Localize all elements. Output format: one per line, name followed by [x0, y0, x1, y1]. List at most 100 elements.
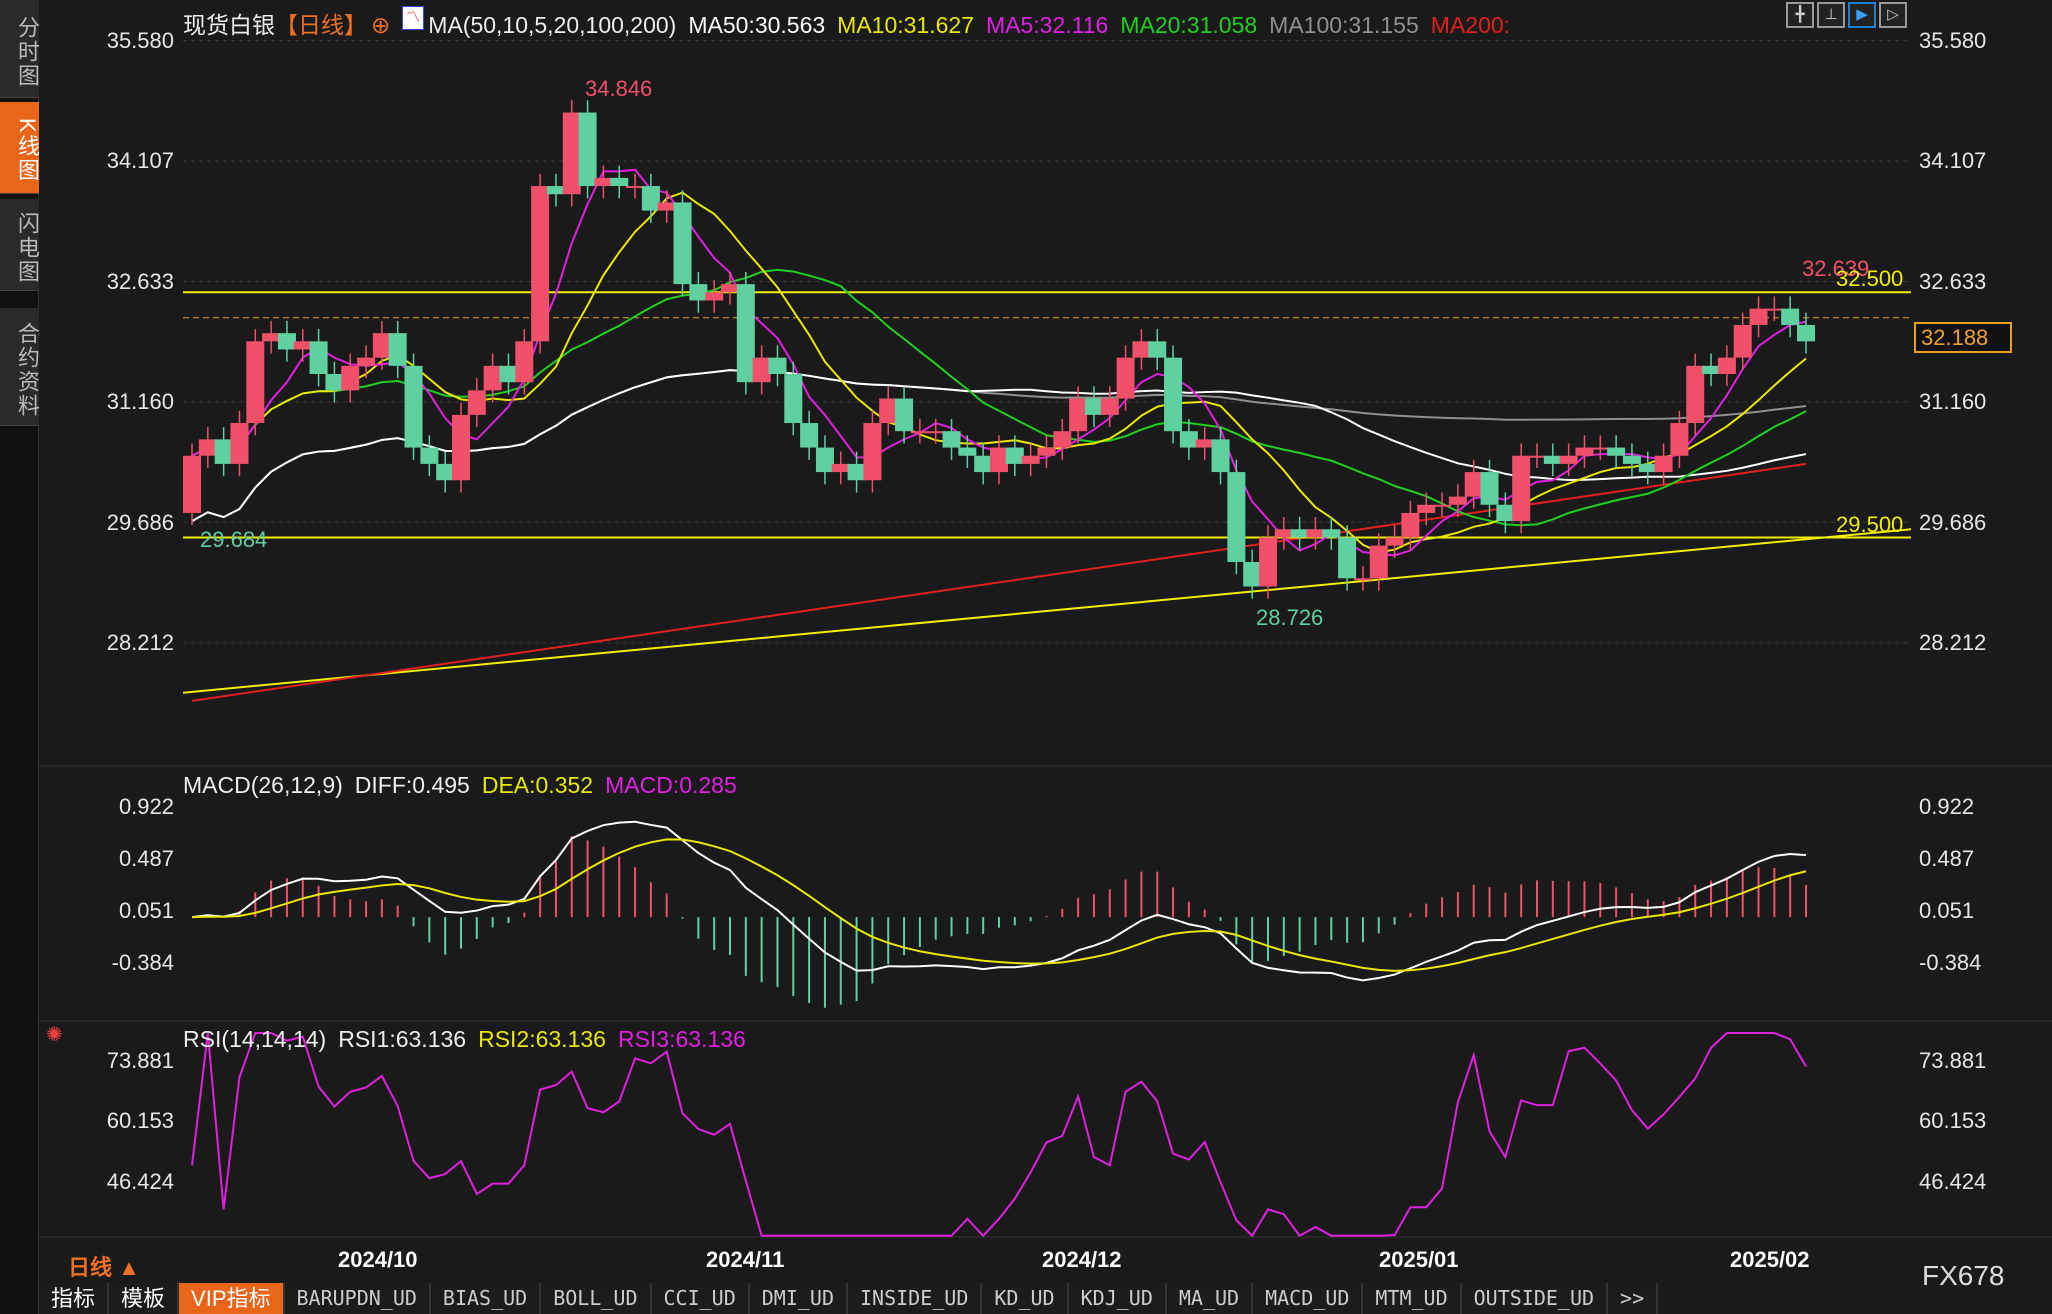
- ma50-value: MA50:30.563: [688, 12, 826, 38]
- candle-body: [1132, 341, 1151, 358]
- candle-body: [1512, 455, 1531, 522]
- tab-kline[interactable]: K线图: [0, 102, 40, 194]
- tab-inside[interactable]: INSIDE_UD: [848, 1283, 983, 1314]
- candle-body: [1496, 504, 1515, 522]
- price-tick-left: 35.580: [106, 28, 174, 53]
- tab-macd[interactable]: MACD_UD: [1253, 1283, 1364, 1314]
- tab-barupdn[interactable]: BARUPDN_UD: [284, 1283, 431, 1314]
- rsi-tick-right: 73.881: [1919, 1048, 1987, 1073]
- candle-body: [404, 365, 423, 448]
- candle-body: [1322, 529, 1341, 538]
- settings-sun-icon[interactable]: ✺: [46, 1024, 63, 1046]
- period-selector[interactable]: 日线 ▲: [68, 1255, 140, 1280]
- date-tick: 2025/01: [1379, 1247, 1459, 1272]
- candle-body: [1401, 512, 1420, 538]
- candle-body: [800, 423, 819, 448]
- tab-contract-info[interactable]: 合约资料: [0, 308, 40, 426]
- tab-indicators[interactable]: 指标: [39, 1283, 110, 1314]
- tab-kd[interactable]: KD_UD: [982, 1283, 1069, 1314]
- chart-toolbar: ╋ ⊥ ▶ ▷: [1786, 2, 1907, 28]
- candle-body: [198, 439, 217, 456]
- trend-line: [182, 528, 1912, 694]
- rsi-tick-left: 60.153: [106, 1108, 174, 1133]
- chart-header: 现货白银【日线】 ⊕ 〽 MA(50,10,5,20,100,200) MA50:30.…: [183, 6, 1522, 40]
- candle-body: [325, 374, 344, 391]
- candle-body: [673, 202, 692, 285]
- candle-body: [1211, 439, 1230, 473]
- rsi2-value: RSI2:63.136: [478, 1026, 606, 1052]
- tab-templates[interactable]: 模板: [109, 1283, 180, 1314]
- macd-header: MACD(26,12,9) DIFF:0.495 DEA:0.352 MACD:0.2…: [183, 772, 749, 799]
- candle-body: [863, 423, 882, 481]
- macd-dea: DEA:0.352: [481, 772, 594, 798]
- macd-tick-left: 0.922: [118, 794, 174, 819]
- candle-body: [847, 463, 866, 481]
- candle-body: [1021, 455, 1040, 464]
- candle-body: [1686, 365, 1705, 424]
- candle-body: [531, 186, 550, 342]
- candle-body: [768, 357, 787, 375]
- candle-body: [309, 341, 328, 375]
- play-chart-icon[interactable]: ▶: [1848, 2, 1876, 28]
- candle-body: [214, 439, 233, 464]
- candle-body: [483, 365, 502, 391]
- candle-body: [1369, 545, 1388, 579]
- range-icon[interactable]: ⊥: [1817, 2, 1845, 28]
- candle-body: [499, 365, 518, 383]
- tab-ma[interactable]: MA_UD: [1166, 1283, 1254, 1314]
- candle-body: [958, 447, 977, 456]
- tab-boll[interactable]: BOLL_UD: [541, 1283, 652, 1314]
- ma20-value: MA20:31.058: [1120, 12, 1258, 38]
- price-tick-left: 32.633: [106, 269, 174, 294]
- candle-body: [578, 112, 597, 187]
- macd-tick-left: 0.051: [118, 898, 174, 923]
- macd-title: MACD(26,12,9): [183, 772, 343, 798]
- candle-body: [1274, 529, 1293, 538]
- tab-flash[interactable]: 闪电图: [0, 199, 40, 291]
- candle-body: [1069, 398, 1088, 432]
- candle-body: [1290, 529, 1309, 538]
- low-annotation: 28.726: [1256, 605, 1324, 630]
- ma-chart-icon[interactable]: 〽: [402, 6, 425, 30]
- candle-body: [784, 374, 803, 424]
- rsi1-value: RSI1:63.136: [338, 1026, 467, 1052]
- tab-bias[interactable]: BIAS_UD: [430, 1283, 542, 1314]
- candle-body: [689, 284, 708, 301]
- price-tick-right: 35.580: [1919, 28, 1987, 53]
- price-tick-left: 34.107: [106, 148, 174, 173]
- tab-cci[interactable]: CCI_UD: [651, 1283, 750, 1314]
- candle-body: [657, 202, 676, 211]
- current-price-box: 32.188: [1914, 322, 2012, 353]
- circle-plus-icon[interactable]: ⊕: [371, 12, 391, 38]
- candle-body: [1037, 447, 1056, 456]
- macd-tick-left: 0.487: [118, 846, 174, 871]
- rsi-tick-left: 46.424: [106, 1169, 174, 1194]
- candle-body: [1259, 537, 1277, 587]
- macd-tick-right: 0.051: [1919, 898, 1975, 923]
- step-icon[interactable]: ▷: [1879, 2, 1907, 28]
- candle-body: [1306, 529, 1325, 538]
- candle-body: [1575, 447, 1594, 456]
- price-tick-right: 31.160: [1919, 389, 1987, 414]
- ma10-value: MA10:31.627: [837, 12, 974, 38]
- left-low-annotation: 29.684: [200, 527, 268, 552]
- date-tick: 2024/10: [338, 1247, 418, 1272]
- tab-kdj[interactable]: KDJ_UD: [1068, 1283, 1167, 1314]
- crosshair-icon[interactable]: ╋: [1786, 2, 1814, 28]
- tab-more[interactable]: >>: [1608, 1283, 1659, 1314]
- candle-body: [1781, 308, 1800, 325]
- tab-timeshare[interactable]: 分时图: [0, 0, 40, 98]
- candle-body: [594, 177, 613, 187]
- tab-mtm[interactable]: MTM_UD: [1363, 1283, 1462, 1314]
- candle-body: [626, 186, 645, 189]
- tab-outside[interactable]: OUTSIDE_UD: [1461, 1283, 1609, 1314]
- tab-dmi[interactable]: DMI_UD: [749, 1283, 849, 1314]
- candle-body: [705, 292, 724, 301]
- high-annotation: 34.846: [585, 76, 653, 101]
- rsi-header: RSI(14,14,14) RSI1:63.136 RSI2:63.136 RSI3:…: [183, 1026, 758, 1053]
- candle-body: [1195, 439, 1214, 448]
- tab-vip-indicators[interactable]: VIP指标: [179, 1283, 285, 1314]
- macd-value: MACD:0.285: [605, 772, 737, 798]
- candle-body: [467, 390, 486, 415]
